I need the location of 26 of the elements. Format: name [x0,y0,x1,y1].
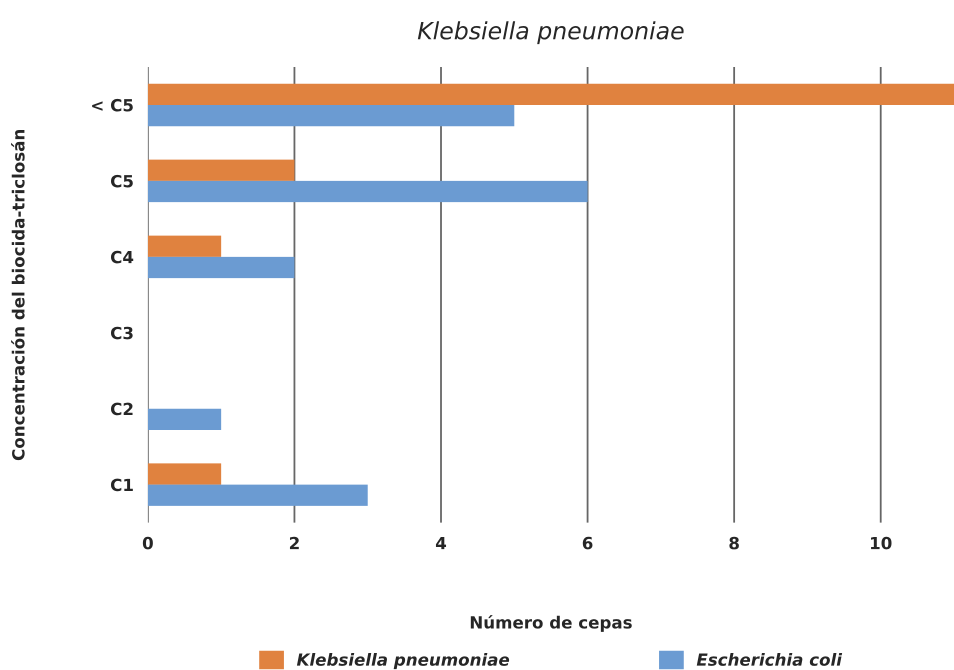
x-tick-label: 6 [582,536,592,550]
y-tick-label: C1 [110,478,133,492]
bar [148,84,954,105]
legend-label: Klebsiella pneumoniae [296,653,510,670]
x-tick-label: 4 [436,537,446,550]
y-tick-label: C4 [110,250,134,264]
x-tick-label: 0 [142,536,153,550]
legend-label: Escherichia coli [696,653,842,666]
bar [148,236,222,257]
bar [148,256,294,278]
bar [148,160,294,181]
bar [148,180,588,202]
x-axis-title: Número de cepas [470,615,632,632]
x-tick-label: 10 [871,536,892,550]
bar [148,408,222,430]
chart-title: Klebsiella pneumoniae [418,21,684,44]
x-tick-label: 8 [729,536,739,550]
bar [148,484,368,506]
y-tick-label: C3 [110,326,133,340]
bar [148,463,222,485]
y-tick-label: C2 [110,402,133,416]
y-tick-label: C5 [110,174,133,188]
bar [148,104,514,126]
y-axis-title: Concentración del biocida-triclosán [11,130,25,460]
x-tick-label: 2 [290,536,299,550]
y-tick-label: < C5 [92,98,133,112]
